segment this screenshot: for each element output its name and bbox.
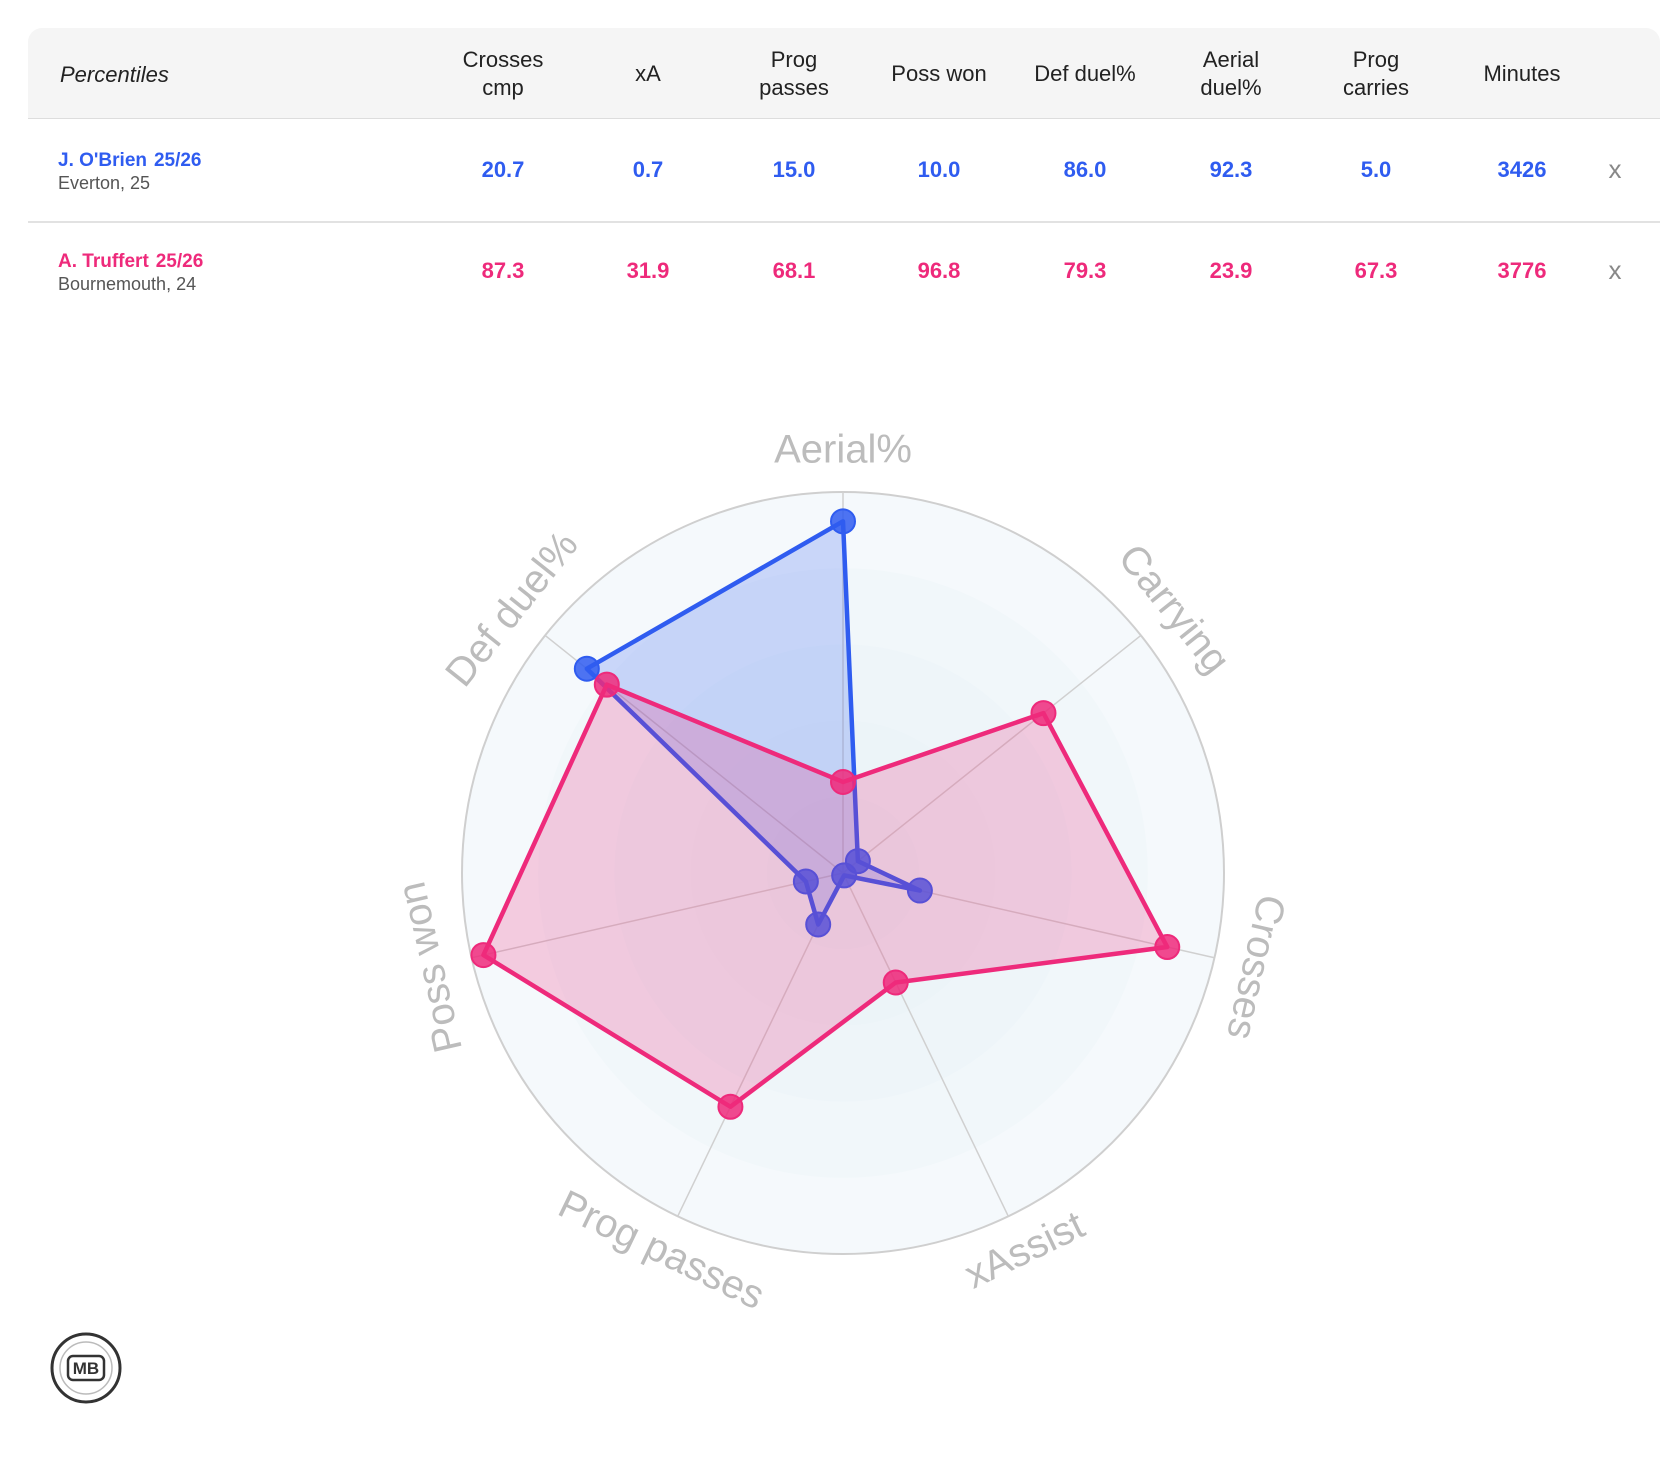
player-name-text: A. Truffert [58,251,149,272]
radar-area [481,682,1170,1110]
radar-point [805,911,832,938]
cell-value: 5.0 [1360,157,1392,182]
header-line: Poss won [891,61,987,86]
axis-label: Crosses [1218,891,1294,1044]
season: 25/26 [153,150,202,171]
cell-value: 67.3 [1354,258,1398,283]
table-header [28,28,1660,119]
radar-point [470,942,497,969]
axis-label: Aerial% [774,428,912,472]
corner-label: Percentiles [60,62,169,87]
remove-button[interactable]: x [1608,255,1622,285]
radar-point [792,868,819,895]
header-line: Aerial [1202,47,1260,72]
cell-value: 3426 [1497,157,1547,182]
cell-value: 79.3 [1063,258,1107,283]
radar-point [1030,700,1057,727]
radar-point [831,862,858,889]
axis-label: Poss won [389,878,470,1057]
radar-point [1154,934,1181,961]
cell-value: 15.0 [772,157,816,182]
cell-value: 23.9 [1209,258,1253,283]
logo: MB [50,1332,122,1404]
header-line: cmp [482,75,524,100]
player-club: Bournemouth, 24 [58,274,197,294]
spoke [842,872,1009,1217]
radar-point [593,671,620,698]
cell-value: 31.9 [626,258,670,283]
cell-value: 3776 [1497,258,1547,283]
header-line: xA [635,61,661,86]
column-header: xA [568,60,728,88]
radar-point [906,877,933,904]
cell-value: 10.0 [917,157,961,182]
column-header: Minutes [1442,60,1602,88]
radar-point [717,1093,744,1120]
logo-text: MB [73,1359,99,1378]
header-line: duel% [1200,75,1262,100]
radar-point [882,969,909,996]
cell-value: 20.7 [481,157,525,182]
row-divider [28,221,1660,223]
header-line: Def duel% [1034,61,1136,86]
season: 25/26 [155,251,204,272]
column-header: Crosses cmp [423,46,583,102]
player-name: A. Truffert 25/26 [58,245,203,274]
header-line: passes [759,75,829,100]
radar-point [830,768,856,795]
column-header: Def duel% [1005,60,1165,88]
cell-value: 96.8 [917,258,961,283]
spoke [471,872,844,959]
cell-value: 0.7 [632,157,664,182]
header-line: Crosses [462,47,544,72]
player-name-text: J. O'Brien [58,150,147,171]
header-line: carries [1342,75,1409,100]
spoke [842,634,1142,874]
remove-button[interactable]: x [1608,154,1622,184]
player-club: Everton, 25 [58,173,151,193]
header-line: Prog [1352,47,1400,72]
cell-value: 86.0 [1063,157,1107,182]
header-line: Prog [770,47,818,72]
column-header: Prog carries [1296,46,1456,102]
player-name: J. O'Brien 25/26 [58,144,202,173]
cell-value: 92.3 [1209,157,1253,182]
column-header: Prog passes [714,46,874,102]
header-line: Minutes [1483,61,1561,86]
radar-point [573,655,600,682]
cell-value: 68.1 [772,258,816,283]
cell-value: 87.3 [481,258,525,283]
column-header: Aerial duel% [1151,46,1311,102]
radar-point [830,508,856,535]
column-header: Poss won [859,60,1019,88]
